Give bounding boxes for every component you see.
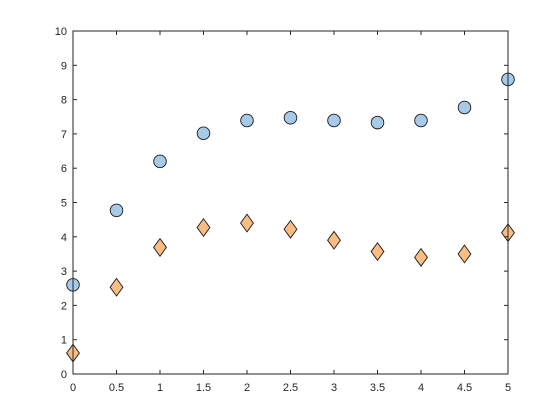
- y-tick-label: 8: [61, 95, 67, 107]
- data-marks: [66, 72, 515, 363]
- x-tick-label: 5: [505, 382, 511, 394]
- x-tick-label: 3: [331, 382, 337, 394]
- x-tick-label: 4: [418, 382, 424, 394]
- x-tick-label: 0: [70, 382, 76, 394]
- y-axis: 0 1 2 3 4 5 6 7 8 9 10: [55, 26, 508, 381]
- diamond-point: [196, 217, 211, 238]
- y-tick-label: 2: [61, 300, 67, 312]
- diamond-point: [457, 244, 472, 264]
- y-tick-label: 4: [61, 232, 67, 244]
- diamond-point: [153, 237, 167, 257]
- y-tick-label: 3: [61, 266, 67, 278]
- circle-point: [153, 154, 167, 169]
- y-tick-label: 7: [61, 129, 67, 141]
- diamond-point: [283, 219, 298, 239]
- circle-point: [370, 115, 385, 130]
- circle-point: [109, 203, 124, 218]
- circle-point: [196, 126, 211, 140]
- circle-point: [283, 111, 298, 125]
- diamond-point: [414, 247, 428, 267]
- circle-point: [414, 113, 428, 128]
- x-tick-label: 2: [244, 382, 250, 394]
- y-tick-label: 5: [61, 198, 67, 210]
- circle-point: [327, 113, 341, 128]
- series-2: [66, 213, 515, 363]
- x-tick-label: 4.5: [457, 382, 472, 394]
- circle-point: [457, 100, 472, 115]
- diamond-point: [240, 213, 254, 233]
- x-tick-label: 2.5: [283, 382, 298, 394]
- diamond-point: [327, 230, 341, 250]
- x-tick-label: 1.5: [196, 382, 211, 394]
- x-tick-label: 1: [157, 382, 163, 394]
- circle-point: [240, 113, 254, 128]
- x-tick-label: 3.5: [370, 382, 385, 394]
- diamond-point: [370, 241, 385, 262]
- x-tick-label: 0.5: [109, 382, 124, 394]
- y-tick-label: 10: [55, 26, 67, 38]
- x-axis: 0 0.5 1 1.5 2 2.5 3 3.5 4 4.5 5: [70, 31, 511, 394]
- y-tick-label: 6: [61, 163, 67, 175]
- diamond-point: [109, 277, 124, 297]
- y-tick-label: 0: [61, 369, 67, 381]
- plot-background: [73, 31, 508, 374]
- y-tick-label: 1: [61, 335, 67, 347]
- y-tick-label: 9: [61, 60, 67, 72]
